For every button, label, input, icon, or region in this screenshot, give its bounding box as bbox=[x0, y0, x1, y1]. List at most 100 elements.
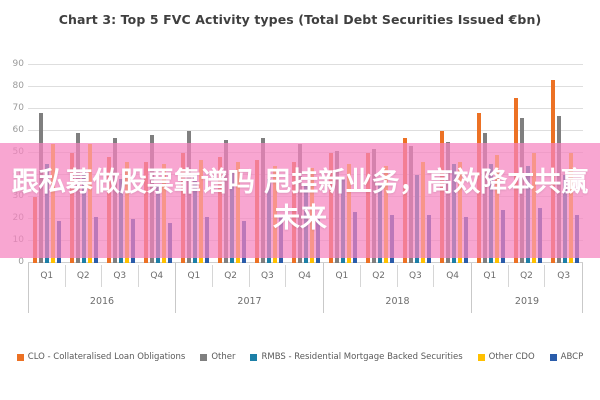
quarter-label-q3-2016: Q3 bbox=[102, 265, 139, 287]
bar bbox=[266, 179, 271, 263]
bar-group-q4-2017 bbox=[287, 58, 324, 263]
bar bbox=[531, 153, 536, 263]
bar bbox=[482, 133, 487, 263]
bar bbox=[32, 197, 37, 263]
quarter-label-q1-2019: Q1 bbox=[472, 265, 509, 287]
legend-label: ABCP bbox=[560, 352, 584, 362]
bar bbox=[69, 153, 74, 263]
legend-label: CLO - Collateralised Loan Obligations bbox=[27, 352, 186, 362]
legend-item: CLO - Collateralised Loan Obligations bbox=[16, 352, 186, 362]
gridline-80 bbox=[28, 86, 583, 87]
bar bbox=[217, 157, 222, 263]
quarter-label-q2-2016: Q2 bbox=[66, 265, 102, 287]
bar-group-q1-2017 bbox=[176, 58, 213, 263]
chart-title: Chart 3: Top 5 FVC Activity types (Total… bbox=[58, 12, 542, 27]
plot-area bbox=[28, 58, 583, 263]
bar bbox=[161, 164, 166, 263]
bar-group-q4-2016 bbox=[139, 58, 176, 263]
y-tick-label-90: 90 bbox=[12, 59, 24, 69]
bar bbox=[223, 139, 228, 263]
bar bbox=[155, 183, 160, 263]
legend-item: RMBS - Residential Mortgage Backed Secur… bbox=[250, 352, 463, 362]
bar bbox=[574, 214, 579, 263]
year-label-2016: 2016 bbox=[89, 295, 115, 307]
bar bbox=[352, 212, 357, 263]
bar-group-q4-2018 bbox=[435, 58, 472, 263]
bar-group-q1-2016 bbox=[28, 58, 65, 263]
bar-group-q1-2019 bbox=[472, 58, 509, 263]
bar bbox=[328, 153, 333, 263]
quarter-label-q3-2018: Q3 bbox=[398, 265, 435, 287]
gridline-90 bbox=[28, 64, 583, 65]
bar bbox=[180, 153, 185, 263]
y-tick-label-0: 0 bbox=[18, 257, 24, 267]
bar bbox=[297, 144, 302, 263]
bar-group-q3-2017 bbox=[250, 58, 287, 263]
bar bbox=[377, 183, 382, 263]
y-tick-label-50: 50 bbox=[12, 147, 24, 157]
legend-label: Other bbox=[211, 352, 236, 362]
bar-group-q1-2018 bbox=[324, 58, 361, 263]
bar bbox=[118, 179, 123, 263]
quarter-label-q3-2017: Q3 bbox=[250, 265, 287, 287]
bar bbox=[457, 161, 462, 263]
bar bbox=[463, 216, 468, 263]
bar bbox=[371, 148, 376, 263]
bar bbox=[550, 80, 555, 263]
bar-groups bbox=[28, 58, 583, 263]
quarter-label-q4-2017: Q4 bbox=[298, 271, 312, 281]
bar bbox=[476, 113, 481, 263]
bar bbox=[186, 131, 191, 263]
bar bbox=[38, 113, 43, 263]
quarter-label-q2-2018: Q2 bbox=[361, 265, 398, 287]
quarter-label-q1-2017: Q1 bbox=[176, 265, 213, 287]
year-group-2018: Q1 Q2 Q3 Q4 2018 bbox=[324, 263, 472, 313]
legend-swatch-icon bbox=[16, 353, 24, 361]
x-axis: Q1 Q2 Q3 Q4 2016 Q1 Q2 Q3 Q4 2017 Q1 Q2 Q3 Q4 2018 Q1 Q2… bbox=[28, 263, 583, 313]
bar bbox=[519, 117, 524, 263]
bar bbox=[260, 137, 265, 263]
bar bbox=[500, 210, 505, 263]
quarter-label-q1-2016: Q1 bbox=[29, 265, 66, 287]
bar bbox=[556, 115, 561, 263]
legend-swatch-icon bbox=[200, 353, 208, 361]
bar bbox=[365, 153, 370, 263]
bar bbox=[309, 168, 314, 263]
bar bbox=[272, 166, 277, 263]
quarter-row: Q1 Q2 Q3 bbox=[472, 263, 582, 289]
y-axis-labels: 0 10 20 30 40 50 60 70 80 90 bbox=[2, 58, 24, 267]
bar bbox=[315, 219, 320, 263]
year-label-2017: 2017 bbox=[237, 295, 262, 307]
bar-group-q2-2019 bbox=[509, 58, 546, 263]
bar bbox=[112, 137, 117, 263]
bar bbox=[568, 153, 573, 263]
bar bbox=[198, 159, 203, 263]
bar bbox=[106, 157, 111, 263]
bar bbox=[340, 179, 345, 263]
bar bbox=[402, 137, 407, 263]
legend-label: RMBS - Residential Mortgage Backed Secur… bbox=[261, 352, 463, 362]
bar bbox=[439, 131, 444, 263]
quarter-row: Q1 Q2 Q3 Q4 bbox=[176, 263, 323, 289]
bar bbox=[124, 161, 129, 263]
bar-group-q2-2018 bbox=[361, 58, 398, 263]
bar bbox=[167, 223, 172, 263]
bar bbox=[451, 164, 456, 263]
bar bbox=[537, 208, 542, 263]
gridline-60 bbox=[28, 130, 583, 131]
bar-group-q3-2019 bbox=[546, 58, 583, 263]
bar-group-q3-2018 bbox=[398, 58, 435, 263]
bar bbox=[87, 144, 92, 263]
bar bbox=[562, 175, 567, 263]
quarter-label-q3-2019: Q3 bbox=[557, 271, 571, 281]
bar bbox=[192, 175, 197, 263]
bar-group-q2-2016 bbox=[65, 58, 102, 263]
bar bbox=[204, 216, 209, 263]
legend-label: Other CDO bbox=[488, 352, 535, 362]
bar bbox=[525, 166, 530, 263]
bar bbox=[241, 221, 246, 263]
quarter-row: Q1 Q2 Q3 Q4 bbox=[324, 263, 471, 289]
bar bbox=[149, 135, 154, 263]
chart-legend: CLO - Collateralised Loan Obligations Oth… bbox=[0, 352, 600, 362]
bar bbox=[346, 164, 351, 263]
